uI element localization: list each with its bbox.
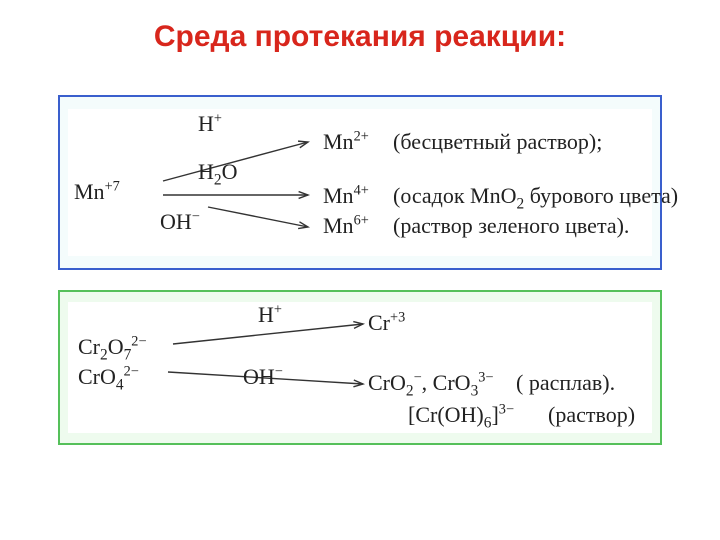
page-title: Среда протекания реакции:	[0, 20, 720, 54]
cr-note-1: ( расплав).	[516, 370, 615, 396]
reaction-arrow	[196, 195, 320, 239]
cr-cond-1: OH−	[243, 364, 283, 390]
mn-prod-0: Mn2+	[323, 129, 369, 155]
cr-note-2: (раствор)	[548, 402, 635, 428]
panel-cr-inner: Cr2O72− CrO42− H+ OH− Cr+3 CrO2−, CrO33− ( рас…	[68, 302, 652, 433]
mn-note-1: (осадок MnO2 бурового цвета)	[393, 183, 678, 209]
cr-start-1: CrO42−	[78, 364, 139, 390]
mn-cond-0: H+	[198, 111, 222, 137]
cr-prod-2: [Cr(OH)6]3−	[408, 402, 514, 428]
panel-mn-inner: Mn+7 H+ H2O OH− Mn2+ (бесцветный раствор); Mn4…	[68, 109, 652, 256]
mn-cond-1: H2O	[198, 159, 237, 185]
mn-cond-2: OH−	[160, 209, 200, 235]
mn-note-2: (раствор зеленого цвета).	[393, 213, 629, 239]
panel-cr: Cr2O72− CrO42− H+ OH− Cr+3 CrO2−, CrO33− ( рас…	[58, 290, 662, 445]
panel-mn: Mn+7 H+ H2O OH− Mn2+ (бесцветный раствор); Mn4…	[58, 95, 662, 270]
mn-start: Mn+7	[74, 179, 120, 205]
cr-prod-0: Cr+3	[368, 310, 405, 336]
mn-prod-2: Mn6+	[323, 213, 369, 239]
cr-start-0: Cr2O72−	[78, 334, 147, 360]
cr-cond-0: H+	[258, 302, 282, 328]
mn-prod-1: Mn4+	[323, 183, 369, 209]
cr-prod-1: CrO2−, CrO33−	[368, 370, 493, 396]
mn-note-0: (бесцветный раствор);	[393, 129, 602, 155]
